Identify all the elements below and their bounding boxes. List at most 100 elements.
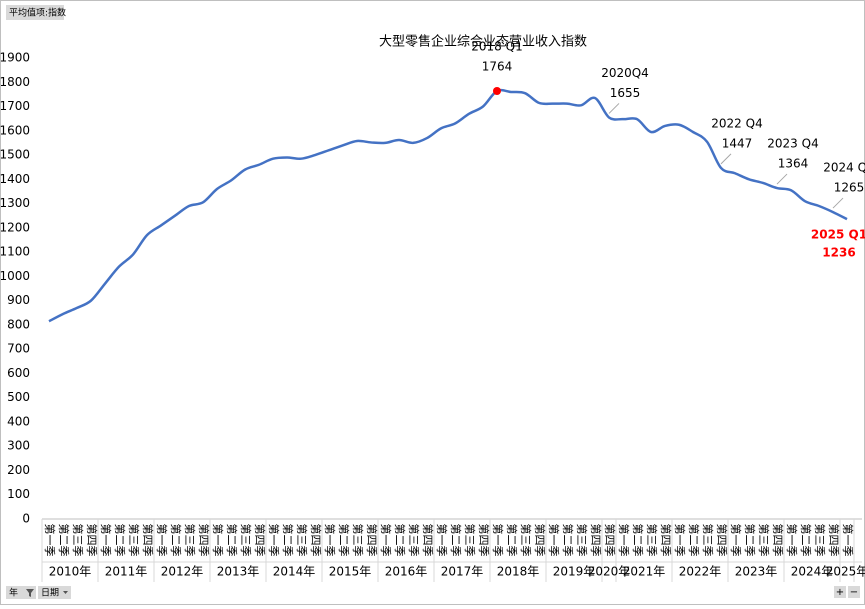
year-filter-label: 年 xyxy=(9,587,18,599)
y-tick-label: 1300 xyxy=(0,196,30,210)
series-line xyxy=(48,88,848,323)
y-tick-label: 1700 xyxy=(0,99,30,113)
field-button[interactable] xyxy=(6,5,64,20)
y-tick-label: 1100 xyxy=(0,245,30,259)
x-group-label: 2014年 xyxy=(273,565,316,579)
x-group-label: 2024年 xyxy=(791,565,834,579)
x-group-label: 2025年 xyxy=(826,565,865,579)
x-tick-label: 第三季 xyxy=(351,524,365,557)
expand-label: + xyxy=(836,587,844,598)
x-tick-label: 第二季 xyxy=(687,524,701,557)
point-label: 2024 Q4 xyxy=(823,161,865,175)
x-group-label: 2022年 xyxy=(679,565,722,579)
x-group-label: 2018年 xyxy=(497,565,540,579)
x-tick-label: 第四季 xyxy=(253,524,267,557)
x-tick-label: 第二季 xyxy=(449,524,463,557)
y-tick-label: 1500 xyxy=(0,148,30,162)
x-tick-label: 第四季 xyxy=(827,524,841,557)
x-tick-label: 第三季 xyxy=(295,524,309,557)
y-tick-label: 400 xyxy=(7,414,30,428)
x-tick-label: 第一季 xyxy=(435,524,449,557)
leader-line xyxy=(608,103,620,114)
x-tick-label: 第一季 xyxy=(379,524,393,557)
x-tick-label: 第四季 xyxy=(421,524,435,557)
y-tick-label: 300 xyxy=(7,439,30,453)
y-tick-label: 800 xyxy=(7,317,30,331)
value-label: 1236 xyxy=(822,246,855,260)
x-tick-label: 第二季 xyxy=(281,524,295,557)
x-tick-label: 第二季 xyxy=(631,524,645,557)
x-tick-label: 第二季 xyxy=(337,524,351,557)
x-tick-label: 第一季 xyxy=(155,524,169,557)
x-group-label: 2023年 xyxy=(735,565,778,579)
y-tick-label: 1600 xyxy=(0,123,30,137)
x-tick-label: 第三季 xyxy=(575,524,589,557)
y-tick-label: 1200 xyxy=(0,220,30,234)
dropdown-icon xyxy=(63,591,68,594)
x-tick-label: 第一季 xyxy=(729,524,743,557)
x-tick-label: 第一季 xyxy=(617,524,631,557)
x-tick-label: 第三季 xyxy=(645,524,659,557)
x-tick-label: 第三季 xyxy=(519,524,533,557)
value-label: 1364 xyxy=(778,157,809,171)
x-group-label: 2021年 xyxy=(623,565,666,579)
x-tick-label: 第二季 xyxy=(225,524,239,557)
x-tick-label: 第三季 xyxy=(813,524,827,557)
x-tick-label: 第二季 xyxy=(799,524,813,557)
value-label: 1655 xyxy=(610,86,641,100)
x-tick-label: 第四季 xyxy=(141,524,155,557)
y-tick-label: 1800 xyxy=(0,75,30,89)
x-tick-label: 第二季 xyxy=(505,524,519,557)
x-tick-label: 第二季 xyxy=(743,524,757,557)
x-group-label: 2010年 xyxy=(49,565,92,579)
x-group-label: 2016年 xyxy=(385,565,428,579)
x-group-label: 2012年 xyxy=(161,565,204,579)
x-tick-label: 第四季 xyxy=(771,524,785,557)
x-tick-label: 第三季 xyxy=(127,524,141,557)
point-label: 2022 Q4 xyxy=(711,116,762,130)
value-label: 1265 xyxy=(834,181,865,195)
x-tick-label: 第三季 xyxy=(463,524,477,557)
x-tick-label: 第一季 xyxy=(211,524,225,557)
y-tick-label: 700 xyxy=(7,342,30,356)
filter-icon xyxy=(26,589,34,597)
point-label: 2018 Q1 xyxy=(471,39,522,53)
x-tick-label: 第四季 xyxy=(589,524,603,557)
expand-button[interactable] xyxy=(834,586,846,598)
x-tick-label: 第三季 xyxy=(71,524,85,557)
x-tick-label: 第四季 xyxy=(197,524,211,557)
x-tick-label: 第一季 xyxy=(841,524,855,557)
y-tick-label: 0 xyxy=(22,512,30,526)
x-tick-label: 第一季 xyxy=(547,524,561,557)
date-filter[interactable] xyxy=(38,586,71,599)
leader-line xyxy=(832,197,844,209)
x-tick-label: 第一季 xyxy=(491,524,505,557)
y-tick-label: 500 xyxy=(7,390,30,404)
x-tick-label: 第三季 xyxy=(407,524,421,557)
x-tick-label: 第二季 xyxy=(169,524,183,557)
leader-line xyxy=(776,173,788,185)
chart-title: 大型零售企业综合业态营业收入指数 xyxy=(379,34,587,50)
x-tick-label: 第四季 xyxy=(309,524,323,557)
x-tick-label: 第一季 xyxy=(99,524,113,557)
y-tick-label: 100 xyxy=(7,487,30,501)
y-tick-label: 1000 xyxy=(0,269,30,283)
point-label: 2025 Q1 xyxy=(811,228,865,242)
collapse-button[interactable] xyxy=(848,586,860,598)
x-tick-label: 第二季 xyxy=(113,524,127,557)
y-tick-label: 1400 xyxy=(0,172,30,186)
x-tick-label: 第四季 xyxy=(603,524,617,557)
x-group-label: 2013年 xyxy=(217,565,260,579)
x-tick-label: 第三季 xyxy=(701,524,715,557)
x-tick-label: 第三季 xyxy=(757,524,771,557)
x-tick-label: 第四季 xyxy=(533,524,547,557)
x-tick-label: 第一季 xyxy=(267,524,281,557)
y-tick-label: 200 xyxy=(7,463,30,477)
y-tick-label: 900 xyxy=(7,293,30,307)
x-group-label: 2019年 xyxy=(553,565,596,579)
field-button-label: 平均值项:指数 xyxy=(9,7,66,19)
x-tick-label: 第二季 xyxy=(57,524,71,557)
x-group-label: 2015年 xyxy=(329,565,372,579)
x-tick-label: 第一季 xyxy=(323,524,337,557)
